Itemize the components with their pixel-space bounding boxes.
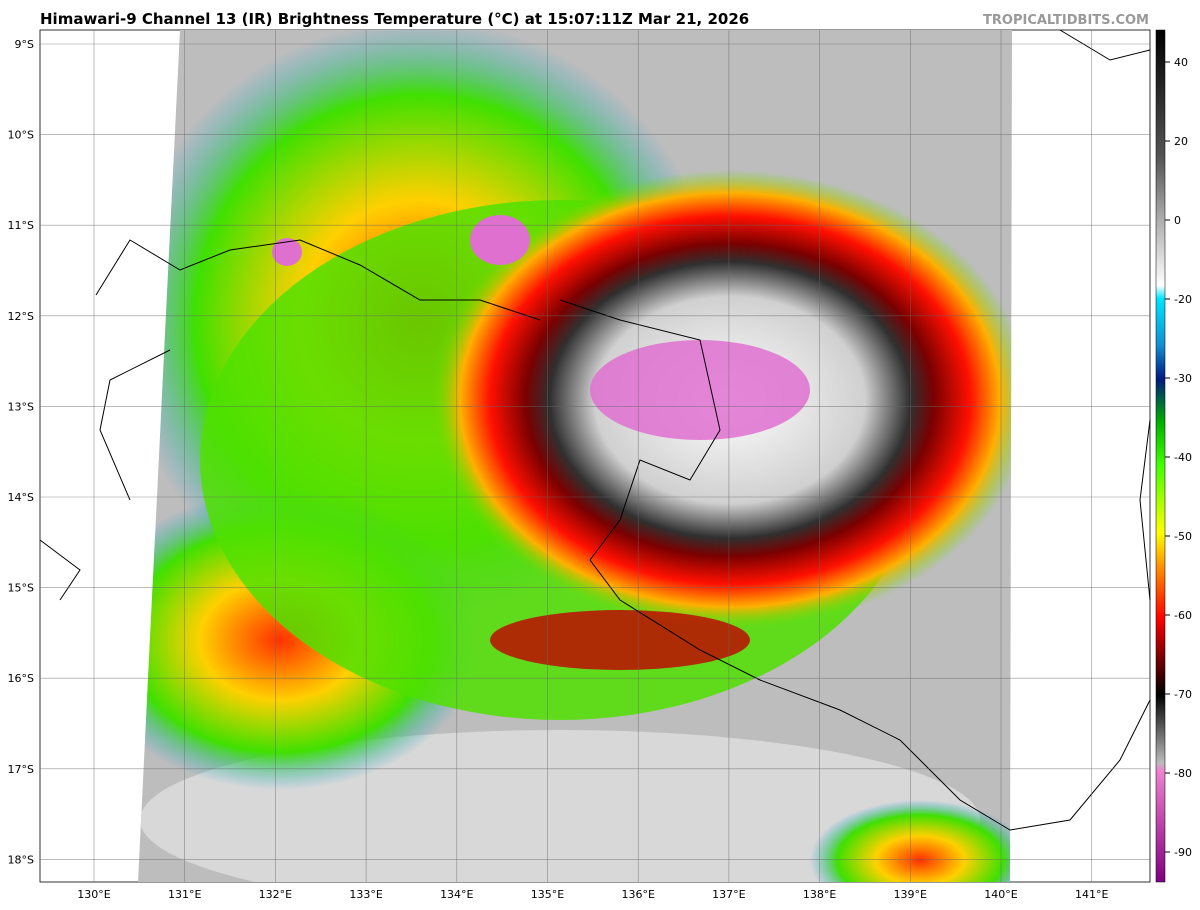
graticule: [40, 30, 1150, 882]
lat-label: 12°S: [8, 310, 34, 323]
colorbar-tick-label: 0: [1174, 214, 1181, 227]
colorbar-tick-label: -50: [1174, 530, 1192, 543]
colorbar-tick-label: 40: [1174, 56, 1188, 69]
lon-label: 140°E: [984, 888, 1017, 901]
lon-label: 135°E: [531, 888, 564, 901]
title: Himawari-9 Channel 13 (IR) Brightness Te…: [40, 10, 749, 28]
lat-label: 16°S: [8, 672, 34, 685]
lon-label: 134°E: [440, 888, 473, 901]
map: [39, 29, 1151, 883]
lat-label: 11°S: [8, 219, 34, 232]
lon-label: 141°E: [1075, 888, 1108, 901]
satellite-image: [138, 30, 1012, 882]
lat-label: 18°S: [8, 853, 34, 866]
lon-label: 133°E: [349, 888, 382, 901]
lat-label: 10°S: [8, 129, 34, 142]
colorbar-tick-label: -90: [1174, 846, 1192, 859]
lon-label: 137°E: [712, 888, 745, 901]
watermark: TROPICALTIDBITS.COM: [983, 13, 1149, 28]
lon-label: 131°E: [168, 888, 201, 901]
lat-label: 9°S: [15, 38, 34, 51]
colorbar-tick-label: 20: [1174, 135, 1188, 148]
lat-label: 17°S: [8, 763, 34, 776]
colorbar: [1155, 29, 1166, 883]
lat-label: 14°S: [8, 491, 34, 504]
lon-label: 139°E: [894, 888, 927, 901]
lon-label: 136°E: [621, 888, 654, 901]
colorbar-tick-label: -40: [1174, 451, 1192, 464]
lon-label: 130°E: [77, 888, 110, 901]
colorbar-tick-label: -60: [1174, 609, 1192, 622]
lon-label: 138°E: [803, 888, 836, 901]
colorbar-tick-label: -20: [1174, 293, 1192, 306]
coastline: [39, 29, 1151, 831]
lat-label: 15°S: [8, 582, 34, 595]
colorbar-tick-label: -80: [1174, 767, 1192, 780]
colorbar-tick-label: -70: [1174, 688, 1192, 701]
lat-label: 13°S: [8, 400, 34, 413]
colorbar-tick-label: -30: [1174, 372, 1192, 385]
lon-label: 132°E: [259, 888, 292, 901]
